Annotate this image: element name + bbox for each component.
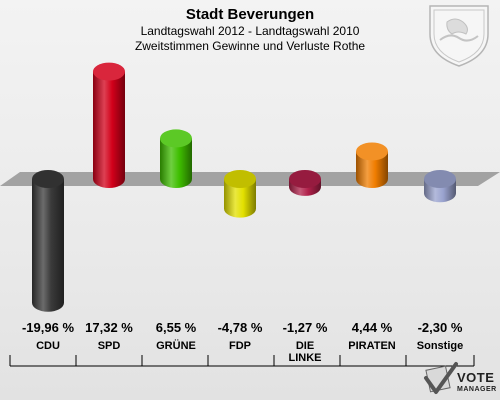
value-label-cdu: -19,96 %	[22, 320, 74, 335]
logo-text-manager: MANAGER	[457, 386, 497, 393]
category-label-linke: DIE LINKE	[289, 340, 322, 364]
category-label-spd: SPD	[98, 340, 121, 352]
bar-body-gruene	[160, 138, 192, 188]
bar-body-fdp	[224, 179, 256, 218]
bar-body-piraten	[356, 151, 388, 188]
bar-spd	[93, 62, 125, 188]
chart-title: Stadt Beverungen	[186, 6, 314, 23]
bar-cap-piraten	[356, 142, 388, 161]
bar-linke	[289, 170, 321, 196]
value-label-spd: 17,32 %	[85, 320, 133, 335]
category-labels: CDU SPD GRÜNE FDP DIE LINKE PIRATEN Sonstige	[36, 339, 463, 364]
value-label-linke: -1,27 %	[283, 320, 328, 335]
value-label-sonstige: -2,30 %	[418, 320, 463, 335]
bar-piraten	[356, 142, 388, 188]
bars-group	[32, 62, 456, 312]
bar-gruene	[160, 129, 192, 188]
votemanager-logo: VOTE MANAGER	[424, 362, 497, 394]
category-label-piraten: PIRATEN	[348, 340, 396, 352]
bar-cap-fdp	[224, 170, 256, 188]
bar-fdp	[224, 170, 256, 218]
value-label-piraten: 4,44 %	[352, 320, 393, 335]
category-label-fdp: FDP	[229, 340, 251, 352]
bar-cap-gruene	[160, 129, 192, 148]
category-axis	[9, 355, 475, 367]
check-box-icon	[424, 362, 458, 394]
bar-cap-sonstige	[424, 170, 456, 188]
chart-subtitle: Landtagswahl 2012 - Landtagswahl 2010	[141, 24, 360, 38]
logo-text-vote: VOTE	[457, 370, 494, 385]
bar-cap-linke	[289, 170, 321, 188]
category-label-cdu: CDU	[36, 340, 60, 352]
bar-sonstige	[424, 170, 456, 203]
value-label-fdp: -4,78 %	[218, 320, 263, 335]
bar-cdu	[32, 170, 64, 312]
bar-cap-cdu	[32, 170, 64, 188]
chart-subtitle-2: Zweitstimmen Gewinne und Verluste Rothe	[135, 39, 365, 53]
value-labels: -19,96 % 17,32 % 6,55 % -4,78 % -1,27 % …	[22, 320, 463, 335]
coat-of-arms-icon	[429, 5, 489, 67]
category-label-sonstige: Sonstige	[417, 340, 463, 352]
value-label-gruene: 6,55 %	[156, 320, 197, 335]
category-label-gruene: GRÜNE	[156, 339, 196, 352]
bar-body-spd	[93, 71, 125, 188]
bar-cap-spd	[93, 62, 125, 81]
bar-body-cdu	[32, 179, 64, 312]
